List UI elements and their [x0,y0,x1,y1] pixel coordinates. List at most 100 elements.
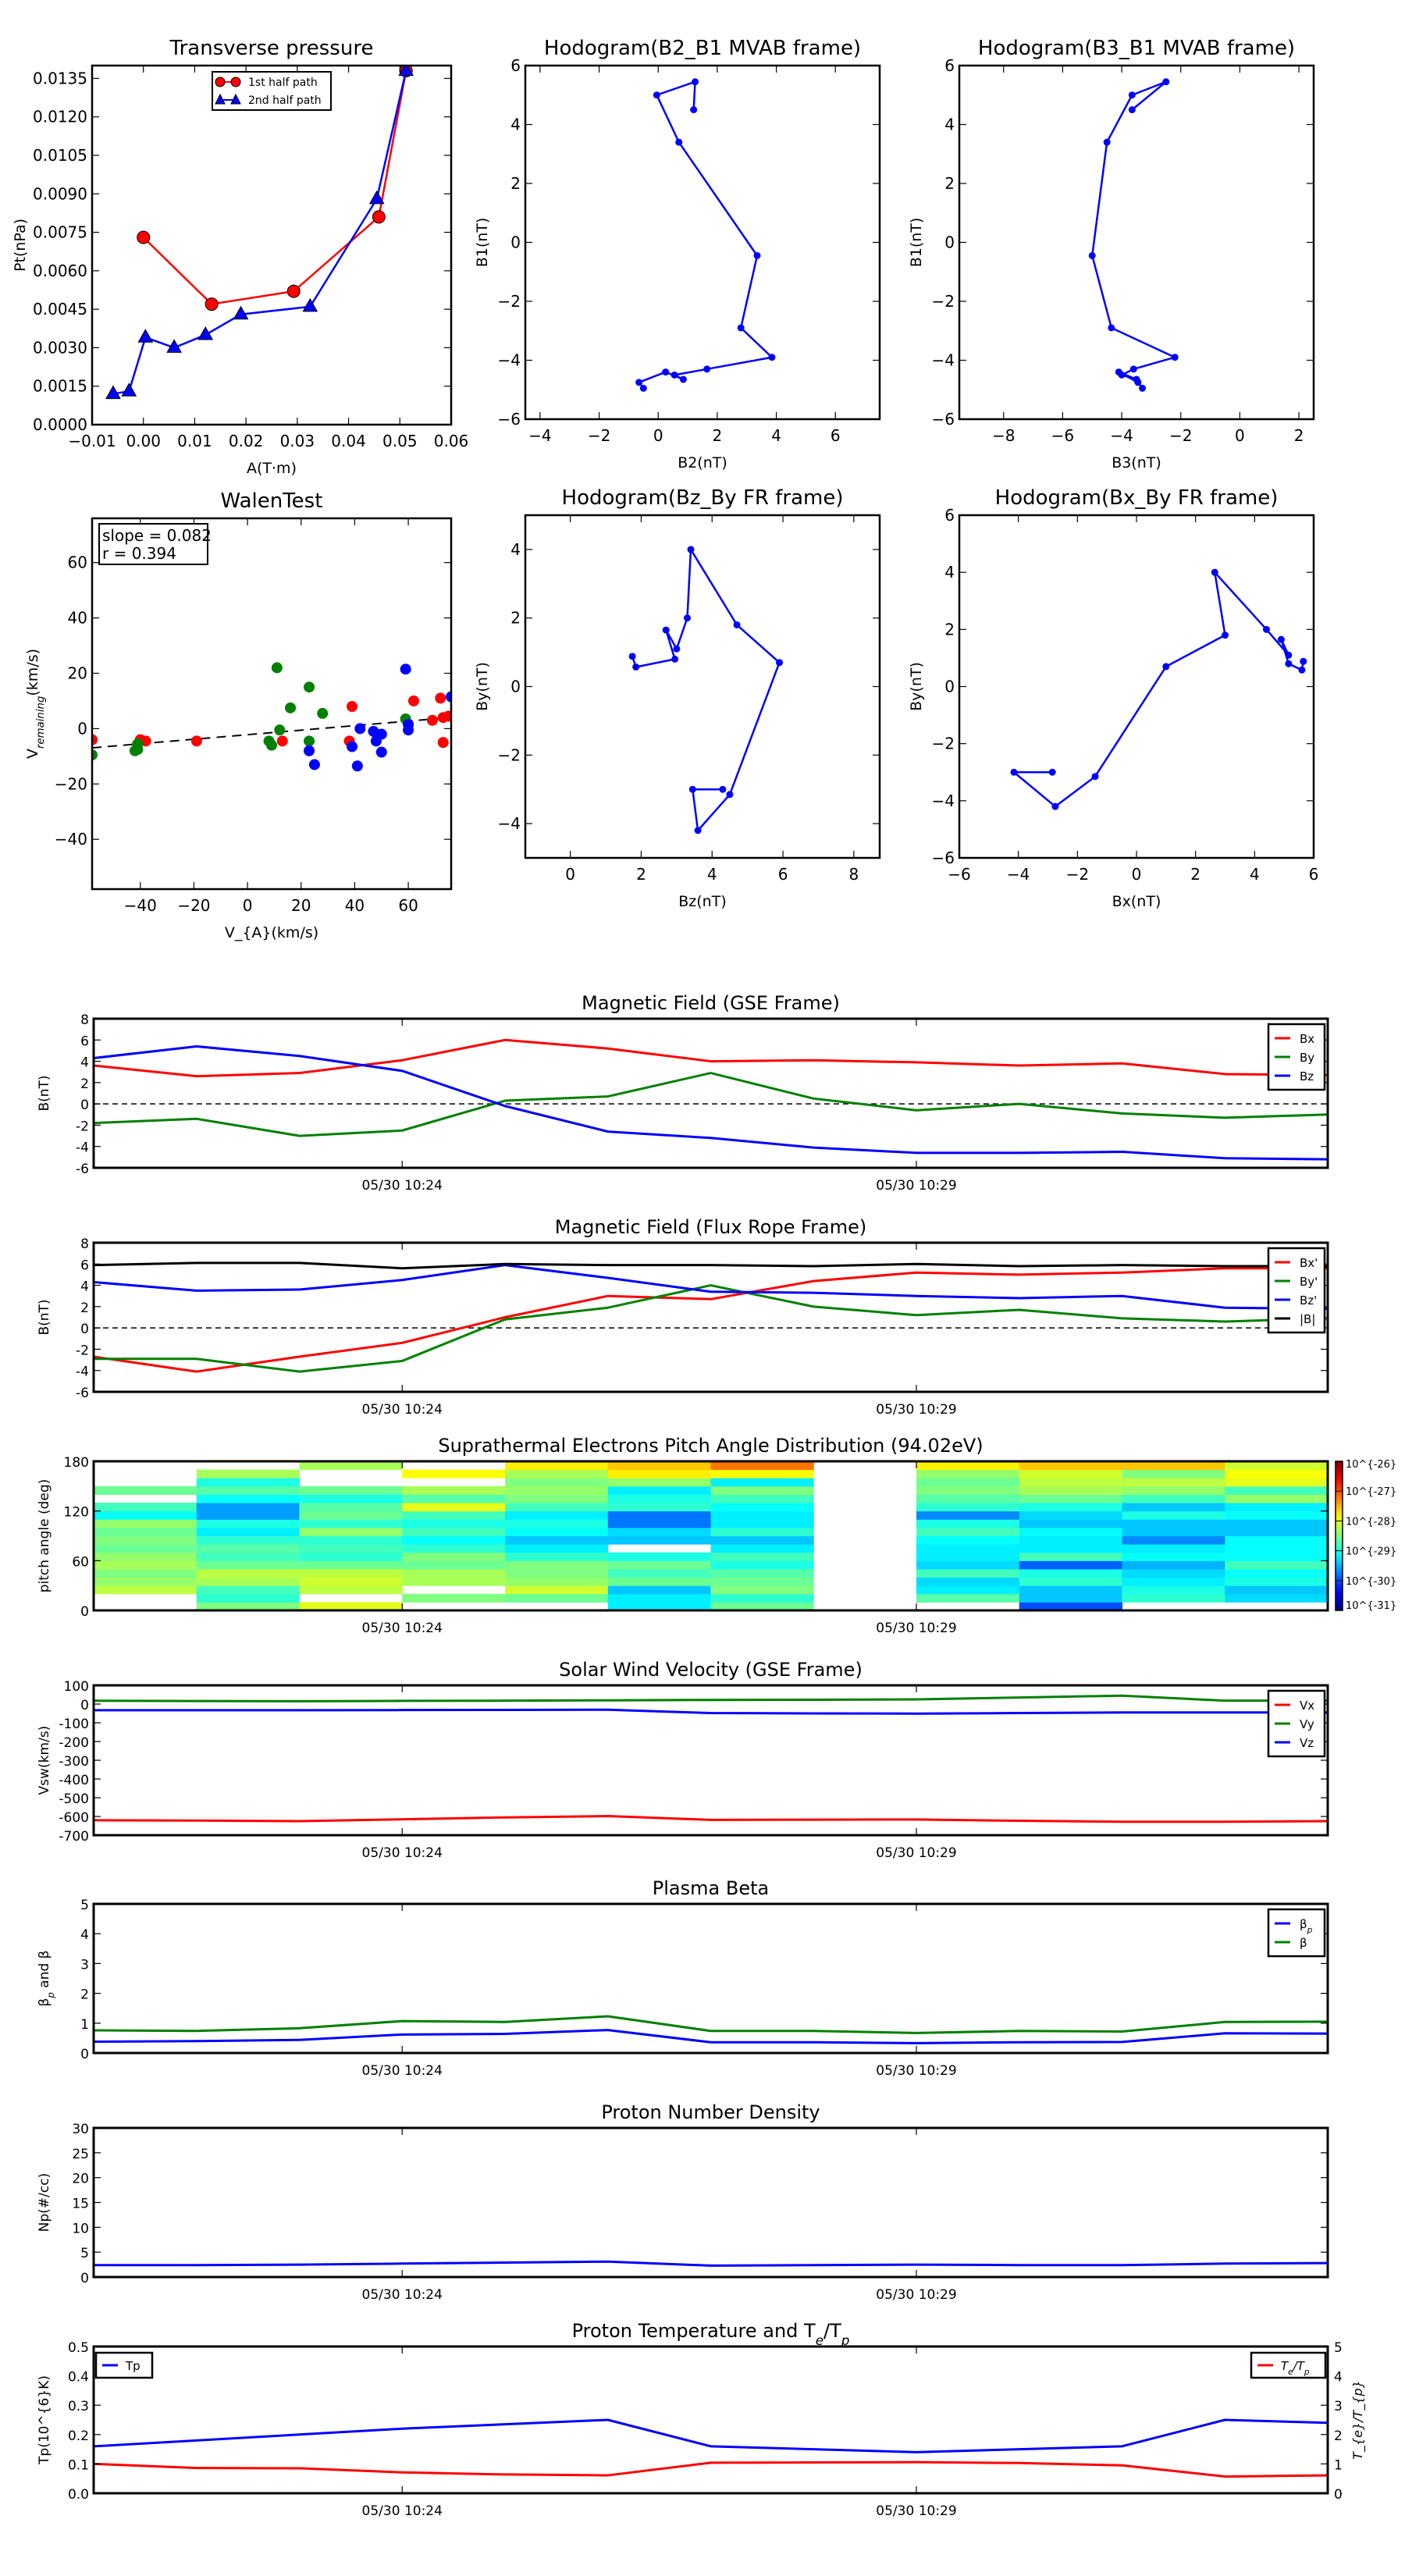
x-tick-label: 2 [636,865,646,884]
y-axis-label: B(nT) [37,1299,52,1335]
data-point-triangle [398,66,414,76]
heatmap-cell [607,1461,711,1471]
x-tick-label: −6 [948,865,970,884]
heatmap-cell [607,1503,711,1512]
hodo1-plot-area [635,78,776,392]
heatmap-cell [607,1560,711,1570]
y-tick-label: 4 [80,1279,89,1295]
beta-plot-area [94,2015,1328,2044]
np-chart: Proton Number Density 05/30 10:24 05/30 10… [37,2101,1329,2303]
heatmap-cell [710,1593,814,1603]
legend-label: 2nd half path [248,94,322,107]
y-axis-label: Np(#/cc) [37,2173,52,2232]
heatmap-cell [196,1519,300,1528]
x-tick-label: 60 [398,896,418,915]
series-line [94,2015,1328,2034]
data-point [688,785,696,793]
heatmap-cell [402,1544,506,1553]
heatmap-cell [196,1469,300,1478]
fr-chart: Magnetic Field (Flux Rope Frame) 05/30 10… [37,1216,1329,1418]
heatmap-cell [1225,1469,1328,1478]
y-tick-label: 5 [80,1898,89,1913]
data-point [354,723,366,735]
series-line [1012,571,1304,808]
x-tick-label: 05/30 10:24 [362,2063,443,2079]
y-tick-label: 0 [77,719,87,738]
heatmap-cell [299,1585,403,1595]
series-line [1091,80,1176,390]
y-tick-label: 180 [64,1455,89,1471]
plot-frame [91,517,453,891]
x-tick-label: 05/30 10:24 [362,2287,443,2303]
y-tick-label: −6 [932,410,955,429]
chart-title: Proton Temperature and Te/Tp [572,2320,850,2348]
legend-label: Bz [1300,1069,1314,1083]
data-point [308,759,320,770]
x-tick-label: 40 [345,896,365,915]
chart-title: Solar Wind Velocity (GSE Frame) [559,1659,863,1681]
chart-title: Hodogram(Bz_By FR frame) [562,486,844,510]
y-tick-label: −6 [932,849,955,867]
data-point-triangle [197,326,214,340]
heatmap-cell [1019,1527,1122,1536]
series-line [638,80,774,390]
y-tick-label: 1 [80,2017,89,2033]
heatmap-cell [1225,1527,1328,1536]
heatmap-cell [710,1544,814,1553]
y-axis-label: Tp(10^{6}K) [37,2375,52,2465]
series-line [94,1708,1328,1715]
y-tick-label: 4 [510,540,521,559]
y-axis-label: Pt(nPa) [12,219,29,272]
x-tick-label: −2 [1169,426,1192,445]
colorbar-tick-label: 10^{-30} [1346,1576,1396,1588]
y-tick-label: 4 [944,116,955,134]
heatmap-cell [1019,1593,1122,1603]
y-tick-label: -600 [59,1810,89,1826]
heatmap-cell [402,1510,506,1520]
data-point [662,368,670,376]
data-point-circle [286,284,301,298]
y-tick-label: 0.0000 [33,415,87,434]
data-point [1010,768,1018,776]
x-axis-label: V_{A}(km/s) [225,924,318,941]
y2-tick-label: 2 [1334,2428,1343,2444]
x-tick-label: 0.03 [280,432,315,450]
heatmap-cell [710,1527,814,1536]
heatmap-cell [402,1577,506,1586]
walen-plot-area [92,662,451,772]
x-tick-label: 05/30 10:29 [876,1845,956,1861]
x-tick-label: −2 [1066,865,1089,884]
x-tick-label: 0.04 [331,432,366,450]
y-axis-label: B(nT) [37,1075,52,1111]
heatmap-cell [299,1485,403,1495]
hodo2-chart: Hodogram(B3_B1 MVAB frame) −8 −6 −4 −2 0 2 −6 −4… [908,37,1315,471]
legend-label: |B| [1300,1312,1315,1326]
plot-frame [92,1460,1329,1612]
heatmap-cell [710,1478,814,1487]
data-point-triangle [121,382,137,397]
heatmap-cell [94,1544,197,1553]
data-point [1171,354,1179,361]
y-tick-label: 5 [80,2246,89,2261]
y-tick-label: 0 [80,1098,89,1113]
heatmap-cell [299,1560,403,1570]
heatmap-cell [94,1503,197,1512]
chart-title: Magnetic Field (GSE Frame) [582,992,840,1014]
heatmap-cell [1122,1552,1225,1561]
y-tick-label: −6 [498,410,521,429]
x-tick-label: −20 [177,896,210,915]
data-point-circle [137,230,151,244]
data-point [639,384,647,392]
legend-label: Vz [1300,1736,1314,1750]
data-point [407,695,419,706]
data-point [346,741,357,753]
heatmap-cell [1225,1478,1328,1487]
y-tick-label: 0 [944,233,955,252]
plot-frame [92,1902,1329,2055]
legend-marker [215,76,226,87]
heatmap-cell [505,1485,609,1495]
data-point [400,664,411,675]
plot-frame [92,1241,1329,1393]
heatmap-cell [299,1461,403,1471]
